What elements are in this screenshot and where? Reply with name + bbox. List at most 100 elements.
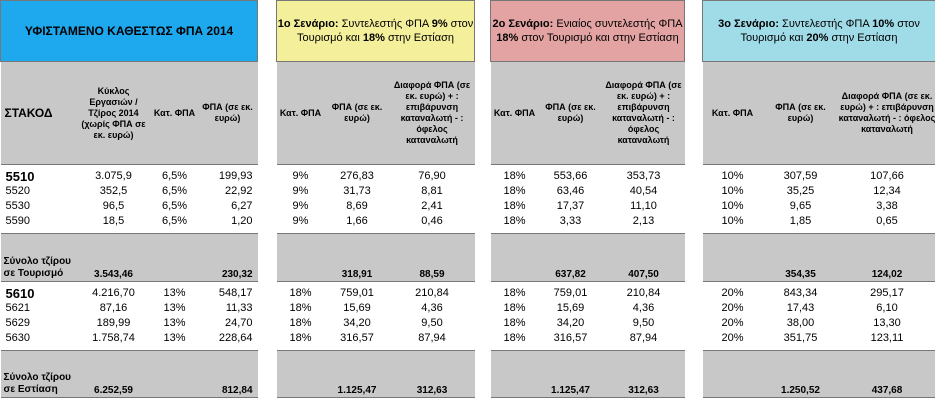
- tourism-total-vat: 354,35: [762, 233, 839, 282]
- table-row: 20% 38,00 13,30: [703, 316, 935, 331]
- table-row: 20% 17,43 6,10: [703, 301, 935, 316]
- rate-value: 13%: [163, 317, 186, 329]
- table-row: 9% 276,83 76,90: [277, 169, 475, 184]
- diff-value: 123,11: [870, 332, 904, 344]
- rate-value: 18%: [289, 302, 312, 314]
- vat-value: 1,85: [789, 215, 812, 227]
- table-row: 5610 4.216,70 13% 548,17: [1, 286, 258, 301]
- diff-value: 210,84: [415, 287, 449, 299]
- tourism-total-turnover: 3.543,46: [75, 233, 152, 282]
- diff-value: 40,54: [629, 185, 658, 197]
- vat-value: 316,57: [553, 332, 588, 344]
- rate-value: 6,5%: [161, 170, 188, 182]
- catering-total-turnover: 6.252,59: [75, 350, 152, 398]
- diff-value: 4,36: [421, 302, 443, 314]
- vat-value: 9,65: [789, 200, 812, 212]
- tourism-total-row: Σύνολο τζίρου σε Τουρισμό 3.543,46 230,3…: [0, 233, 258, 282]
- turnover-value: 3.075,9: [95, 170, 132, 182]
- catering-total-vat: 812,84: [197, 350, 258, 398]
- scenario3-panel: 3ο Σενάριο: Συντελεστής ΦΠΑ 10% στον Του…: [702, 0, 935, 419]
- catering-total-label: Σύνολο τζίρου σε Εστίαση: [0, 350, 76, 398]
- rate-value: 10%: [721, 170, 744, 182]
- scenario1-table: 1ο Σενάριο: Συντελεστής ΦΠΑ 9% στον Τουρ…: [275, 0, 476, 398]
- vat-value: 24,70: [225, 317, 253, 329]
- table-row: 18% 17,37 11,10: [491, 199, 685, 214]
- table-row: 18% 316,57 87,94: [491, 331, 685, 346]
- table-row: 18% 3,33 2,13: [491, 214, 685, 229]
- col-rate: Κατ. ΦΠΑ: [702, 61, 763, 165]
- vat-value: 843,34: [783, 287, 818, 299]
- rate-value: 20%: [721, 332, 744, 344]
- turnover-value: 96,5: [102, 200, 125, 212]
- vat-value: 307,59: [783, 170, 818, 182]
- diff-value: 8,81: [421, 185, 443, 197]
- table-row: 5530 96,5 6,5% 6,27: [1, 199, 258, 214]
- diff-value: 12,34: [873, 185, 901, 197]
- col-diff: Διαφορά ΦΠΑ (σε εκ. ευρώ) + : επιβάρυνση…: [389, 61, 475, 165]
- vat-value: 199,93: [218, 170, 253, 182]
- rate-value: 6,5%: [161, 185, 188, 197]
- scenario3-title: 3ο Σενάριο: Συντελεστής ΦΠΑ 10% στον Του…: [702, 0, 935, 62]
- catering-total-diff: 312,63: [602, 350, 685, 398]
- vat-value: 31,73: [343, 185, 371, 197]
- catering-total-row: 1.125,47 312,63: [490, 350, 685, 398]
- vat-value: 11,33: [225, 302, 253, 314]
- diff-value: 13,30: [873, 317, 901, 329]
- table-row: 10% 307,59 107,66: [703, 169, 935, 184]
- vat-value: 15,69: [556, 302, 585, 314]
- tourism-total-row: 354,35 124,02: [702, 233, 935, 282]
- scenario1-title: 1ο Σενάριο: Συντελεστής ΦΠΑ 9% στον Τουρ…: [275, 0, 476, 62]
- diff-value: 2,13: [632, 215, 655, 227]
- vat-value: 228,64: [218, 332, 253, 344]
- scenario2-table: 2ο Σενάριο: Ενιαίος συντελεστής ΦΠΑ 18% …: [489, 0, 686, 398]
- table-row: 18% 34,20 9,50: [491, 316, 685, 331]
- tourism-total-diff: 124,02: [838, 233, 935, 282]
- rate-value: 18%: [503, 185, 526, 197]
- table-row: 5630 1.758,74 13% 228,64: [1, 331, 258, 346]
- stakod-code: 5510: [5, 169, 35, 184]
- rate-value: 10%: [721, 215, 744, 227]
- catering-total-diff: 437,68: [838, 350, 935, 398]
- vat-value: 759,01: [553, 287, 588, 299]
- vat-value: 553,66: [553, 170, 588, 182]
- vat-value: 38,00: [786, 317, 815, 329]
- rate-value: 9%: [292, 200, 309, 212]
- col-vat: ΦΠΑ (σε εκ. ευρώ): [762, 61, 839, 165]
- table-row: 18% 553,66 353,73: [491, 169, 685, 184]
- col-rate: Κατ. ΦΠΑ: [276, 61, 325, 165]
- rate-value: 18%: [289, 317, 312, 329]
- table-row: 10% 9,65 3,38: [703, 199, 935, 214]
- diff-value: 76,90: [418, 170, 446, 182]
- vat-value: 63,46: [556, 185, 585, 197]
- turnover-value: 189,99: [96, 317, 131, 329]
- table-row: 18% 759,01 210,84: [277, 286, 475, 301]
- catering-total-vat: 1.250,52: [762, 350, 839, 398]
- stakod-code: 5621: [5, 302, 30, 314]
- table-row: 18% 316,57 87,94: [277, 331, 475, 346]
- table-row: 9% 1,66 0,46: [277, 214, 475, 229]
- stakod-code: 5630: [5, 332, 30, 344]
- col-vat: ΦΠΑ (σε εκ. ευρώ): [197, 61, 258, 165]
- stakod-code: 5629: [5, 317, 30, 329]
- rate-value: 9%: [292, 185, 309, 197]
- rate-value: 18%: [289, 287, 312, 299]
- diff-value: 0,65: [876, 215, 898, 227]
- turnover-value: 1.758,74: [92, 332, 135, 344]
- diff-value: 210,84: [626, 287, 661, 299]
- diff-value: 87,94: [418, 332, 446, 344]
- rate-value: 20%: [721, 287, 744, 299]
- rate-value: 18%: [503, 317, 526, 329]
- diff-value: 6,10: [876, 302, 898, 314]
- scenario2-panel: 2ο Σενάριο: Ενιαίος συντελεστής ΦΠΑ 18% …: [489, 0, 686, 419]
- vat-value: 35,25: [786, 185, 815, 197]
- table-row: 18% 63,46 40,54: [491, 184, 685, 199]
- rate-value: 9%: [292, 215, 309, 227]
- vat-value: 1,66: [346, 215, 368, 227]
- diff-value: 2,41: [421, 200, 443, 212]
- table-row: 10% 35,25 12,34: [703, 184, 935, 199]
- rate-value: 13%: [163, 302, 186, 314]
- vat-value: 1,20: [231, 215, 253, 227]
- col-stakod: ΣΤΑΚΟΔ: [0, 61, 76, 165]
- rate-value: 20%: [721, 317, 744, 329]
- catering-total-vat: 1.125,47: [324, 350, 390, 398]
